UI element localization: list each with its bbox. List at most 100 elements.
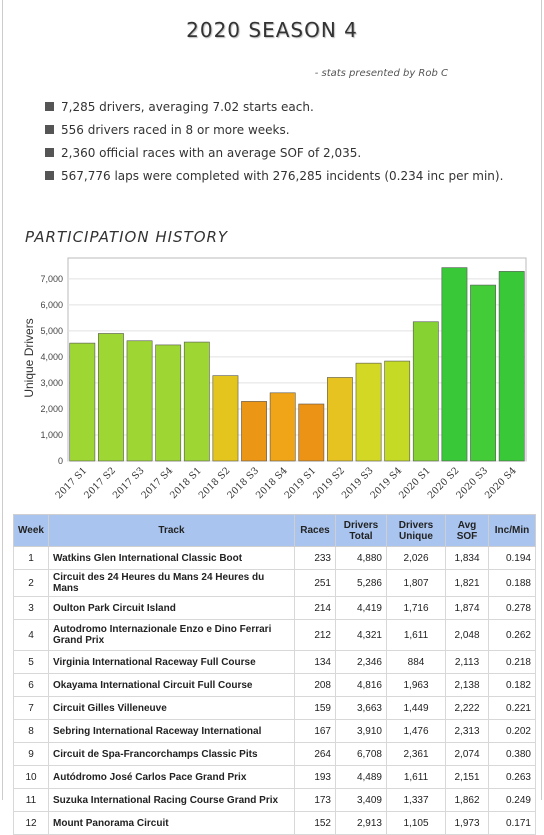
avg-sof-cell: 2,313 <box>445 719 489 743</box>
track-cell: Virginia International Raceway Full Cour… <box>48 650 295 674</box>
bar <box>412 321 439 462</box>
bar-series <box>69 267 525 462</box>
drivers-unique-cell: 1,449 <box>386 696 446 720</box>
bullet-square-icon <box>45 148 54 157</box>
week-cell: 4 <box>13 619 49 651</box>
track-cell: Okayama International Circuit Full Cours… <box>48 673 295 697</box>
drivers-total-cell: 6,708 <box>335 742 387 766</box>
races-cell: 152 <box>294 811 336 835</box>
bar <box>126 340 153 462</box>
stat-item: 2,360 official races with an average SOF… <box>45 146 503 169</box>
bullet-square-icon <box>45 171 54 180</box>
participation-title: PARTICIPATION HISTORY <box>25 228 229 246</box>
races-cell: 167 <box>294 719 336 743</box>
bar <box>470 284 496 462</box>
table-row: 12 Mount Panorama Circuit 152 2,913 1,105 1,9… <box>13 811 536 835</box>
col-track: Track <box>48 514 295 547</box>
track-cell: Autodromo Internazionale Enzo e Dino Fer… <box>48 619 295 651</box>
bar <box>298 403 325 462</box>
table-row: 7 Circuit Gilles Villeneuve 159 3,663 1,449 2… <box>13 696 536 720</box>
drivers-total-cell: 4,816 <box>335 673 387 697</box>
drivers-unique-cell: 1,611 <box>386 765 446 789</box>
table-row: 10 Autódromo José Carlos Pace Grand Prix 1… <box>13 765 536 789</box>
drivers-unique-cell: 1,476 <box>386 719 446 743</box>
drivers-total-cell: 5,286 <box>335 569 387 597</box>
bar <box>212 375 239 462</box>
avg-sof-cell: 1,821 <box>445 569 489 597</box>
week-cell: 2 <box>13 569 49 597</box>
col-week: Week <box>13 514 49 547</box>
stat-text: 556 drivers raced in 8 or more weeks. <box>61 123 290 137</box>
bullet-square-icon <box>45 102 54 111</box>
bullet-square-icon <box>45 125 54 134</box>
avg-sof-cell: 2,074 <box>445 742 489 766</box>
stat-item: 567,776 laps were completed with 276,285… <box>45 169 503 192</box>
inc-min-cell: 0.202 <box>488 719 536 743</box>
participation-chart: 0 1,000 2,000 3,000 4,000 5,000 6,000 7,000 201… <box>22 257 527 501</box>
col-drivers-unique-line2: Unique <box>399 530 433 542</box>
bar <box>69 342 96 462</box>
table-row: 8 Sebring International Raceway Internati… <box>13 719 536 743</box>
week-cell: 5 <box>13 650 49 674</box>
races-cell: 134 <box>294 650 336 674</box>
bar <box>98 333 124 462</box>
week-cell: 11 <box>13 788 49 812</box>
inc-min-cell: 0.380 <box>488 742 536 766</box>
track-cell: Sebring International Raceway Internatio… <box>48 719 295 743</box>
col-avg-sof: Avg SOF <box>445 514 489 547</box>
avg-sof-cell: 1,862 <box>445 788 489 812</box>
drivers-unique-cell: 884 <box>386 650 446 674</box>
track-cell: Suzuka International Racing Course Grand… <box>48 788 295 812</box>
inc-min-cell: 0.221 <box>488 696 536 720</box>
table-row: 2 Circuit des 24 Heures du Mans 24 Heures… <box>13 569 536 597</box>
table-row: 6 Okayama International Circuit Full Cour… <box>13 673 536 697</box>
track-cell: Circuit de Spa-Francorchamps Classic Pit… <box>48 742 295 766</box>
week-cell: 7 <box>13 696 49 720</box>
stat-item: 7,285 drivers, averaging 7.02 starts eac… <box>45 100 503 123</box>
inc-min-cell: 0.278 <box>488 596 536 620</box>
table-body: 1 Watkins Glen International Classic Boot… <box>13 546 536 835</box>
drivers-total-cell: 4,419 <box>335 596 387 620</box>
inc-min-cell: 0.188 <box>488 569 536 597</box>
inc-min-cell: 0.218 <box>488 650 536 674</box>
bar <box>355 362 382 462</box>
col-avg-sof-line2: SOF <box>456 530 478 542</box>
bar <box>441 267 468 462</box>
week-cell: 1 <box>13 546 49 570</box>
y-tick-label: 3,000 <box>40 378 63 388</box>
page-frame <box>2 0 542 800</box>
races-cell: 264 <box>294 742 336 766</box>
drivers-unique-cell: 1,337 <box>386 788 446 812</box>
y-tick-label: 1,000 <box>40 430 63 440</box>
bar <box>269 392 296 462</box>
week-cell: 8 <box>13 719 49 743</box>
drivers-total-cell: 4,880 <box>335 546 387 570</box>
inc-min-cell: 0.262 <box>488 619 536 651</box>
col-drivers-total-line2: Total <box>349 530 373 542</box>
y-tick-label: 6,000 <box>40 300 63 310</box>
table-row: 11 Suzuka International Racing Course Gra… <box>13 788 536 812</box>
page-title: 2020 SEASON 4 <box>186 18 358 42</box>
stat-text: 567,776 laps were completed with 276,285… <box>61 169 504 183</box>
y-tick-label: 2,000 <box>40 404 63 414</box>
bar <box>241 401 267 462</box>
track-cell: Circuit Gilles Villeneuve <box>48 696 295 720</box>
week-cell: 10 <box>13 765 49 789</box>
track-cell: Mount Panorama Circuit <box>48 811 295 835</box>
drivers-unique-cell: 1,807 <box>386 569 446 597</box>
x-tick-label: 2020 S4 <box>483 465 519 501</box>
drivers-total-cell: 3,663 <box>335 696 387 720</box>
drivers-total-cell: 4,489 <box>335 765 387 789</box>
races-cell: 233 <box>294 546 336 570</box>
inc-min-cell: 0.249 <box>488 788 536 812</box>
inc-min-cell: 0.171 <box>488 811 536 835</box>
col-races: Races <box>294 514 336 547</box>
track-cell: Circuit des 24 Heures du Mans 24 Heures … <box>48 569 295 597</box>
stat-item: 556 drivers raced in 8 or more weeks. <box>45 123 503 146</box>
avg-sof-cell: 1,834 <box>445 546 489 570</box>
races-cell: 173 <box>294 788 336 812</box>
avg-sof-cell: 2,138 <box>445 673 489 697</box>
y-tick-label: 0 <box>58 456 63 466</box>
table-row: 9 Circuit de Spa-Francorchamps Classic Pi… <box>13 742 536 766</box>
